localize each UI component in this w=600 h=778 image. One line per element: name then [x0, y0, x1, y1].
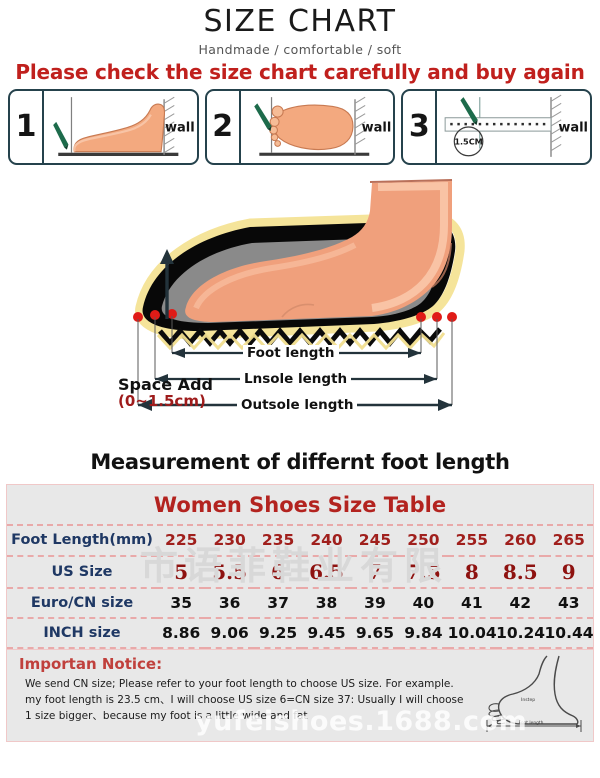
- row-label-inch-size: INCH size: [7, 617, 157, 649]
- cell-inch-size-3: 9.25: [253, 617, 303, 649]
- cell-inch-size-5: 9.65: [350, 617, 400, 649]
- cell-inch-size-9: 10.44: [544, 617, 594, 649]
- dot-insole-back: [432, 311, 442, 322]
- cell-us-size-4: 6.5: [302, 555, 351, 589]
- cell-euro-size-4: 38: [302, 587, 351, 619]
- dot-foot-back: [416, 311, 426, 322]
- page-header: SIZE CHART Handmade / comfortable / soft…: [0, 0, 600, 84]
- space-add-arrow: [160, 248, 174, 319]
- cell-us-size-5: 7: [350, 555, 400, 589]
- cell-us-size-3: 6: [253, 555, 303, 589]
- notice-line-1: We send CN size; Please refer to your fo…: [25, 677, 454, 690]
- cell-inch-size-8: 10.24: [496, 617, 545, 649]
- cell-euro-size-3: 37: [253, 587, 303, 619]
- cell-euro-size-5: 39: [350, 587, 400, 619]
- cell-inch-size-4: 9.45: [302, 617, 351, 649]
- foot-illustration: [133, 178, 465, 411]
- cell-foot-length-4: 240: [302, 525, 351, 557]
- cell-foot-length-8: 260: [496, 525, 545, 557]
- cell-foot-length-5: 245: [350, 525, 400, 557]
- cell-euro-size-9: 43: [544, 587, 593, 619]
- cell-us-size-2: 5.5: [205, 555, 254, 589]
- cell-foot-length-9: 265: [544, 525, 593, 557]
- cell-foot-length-3: 235: [253, 525, 303, 557]
- size-table-title: Women Shoes Size Table: [7, 485, 593, 526]
- cell-inch-size-2: 9.06: [205, 617, 254, 649]
- dot-insole-front: [150, 309, 160, 320]
- notice-line-3: 1 size bigger、because my foot is a littl…: [25, 710, 308, 723]
- ruler-icon: 1.5CM: [437, 91, 590, 163]
- foot-length-label: Foot length: [243, 344, 339, 361]
- page-title: SIZE CHART: [203, 4, 397, 39]
- table-row: US Size 5 5.5 6 6.5 7 7.5 8 8.5 9: [7, 555, 593, 589]
- dot-outsole-back: [447, 311, 457, 322]
- cell-us-size-1: 5: [157, 555, 206, 589]
- table-row: Euro/CN size 35 36 37 38 39 40 41 42 43: [7, 587, 593, 619]
- cell-foot-length-1: 225: [157, 525, 206, 557]
- step-number-1: 1: [10, 90, 44, 163]
- table-row: INCH size 8.86 9.06 9.25 9.45 9.65 9.84 …: [7, 617, 594, 649]
- cell-us-size-6: 7.5: [399, 555, 448, 589]
- cell-euro-size-6: 40: [399, 587, 448, 619]
- wall-label-3: wall: [558, 119, 589, 135]
- row-label-euro-cn-size: Euro/CN size: [7, 587, 157, 619]
- cell-us-size-7: 8: [447, 555, 497, 589]
- notice-line-2: my foot length is 23.5 cm、I will choose …: [25, 693, 464, 706]
- cell-inch-size-6: 9.84: [399, 617, 448, 649]
- dot-outsole-front: [133, 311, 143, 322]
- notice-title: Importan Notice:: [19, 654, 163, 673]
- size-table: Women Shoes Size Table Foot Length(mm) 2…: [6, 483, 594, 650]
- notice-body: We send CN size; Please refer to your fo…: [19, 676, 469, 725]
- cell-us-size-8: 8.5: [496, 555, 545, 589]
- dot-foot-front: [167, 308, 177, 319]
- row-label-foot-length: Foot Length(mm): [7, 525, 157, 557]
- space-add-value: (0~1.5cm): [118, 392, 206, 411]
- cell-foot-length-7: 255: [447, 525, 497, 557]
- foot-length-mini-label: Foot length: [519, 720, 544, 726]
- important-notice: Importan Notice: We send CN size; Please…: [6, 649, 594, 742]
- foot-measurement-diagram: 市语菲鞋业有限 Space Add (0~1.5cm) Foot length …: [0, 167, 600, 588]
- step-box-1: 1: [8, 88, 199, 165]
- cell-euro-size-2: 36: [205, 587, 254, 619]
- cell-inch-size-1: 8.86: [157, 617, 206, 649]
- step-number-3: 3: [403, 90, 438, 163]
- space-add-label: Space Add: [118, 374, 213, 394]
- page-subtitle: Handmade / comfortable / soft: [198, 41, 402, 57]
- foot-measure-line-icon: Instep Foot length: [481, 654, 589, 736]
- cell-foot-length-6: 250: [399, 525, 448, 557]
- insole-length-label: Lnsole length: [240, 370, 352, 387]
- cell-inch-size-7: 10.04: [447, 617, 497, 649]
- diagram-caption: Measurement of differnt foot length: [90, 449, 510, 474]
- warning-text: Please check the size chart carefully an…: [15, 59, 585, 84]
- row-label-us-size: US Size: [7, 555, 157, 589]
- cell-euro-size-7: 41: [447, 587, 497, 619]
- table-row: Foot Length(mm) 225 230 235 240 245 250 …: [7, 525, 593, 557]
- outsole-length-label: Outsole length: [237, 396, 358, 413]
- cell-euro-size-8: 42: [496, 587, 545, 619]
- step-box-2: 2: [204, 88, 396, 165]
- cell-euro-size-1: 35: [157, 587, 206, 619]
- instep-label: Instep: [521, 697, 535, 703]
- step-number-2: 2: [207, 90, 241, 163]
- foot-side-view-icon: [44, 91, 197, 163]
- ruler-badge-text: 1.5CM: [455, 136, 483, 146]
- step-box-3: 3: [401, 88, 593, 165]
- foot-top-view-icon: [241, 91, 394, 163]
- wall-label-2: wall: [361, 119, 392, 135]
- cell-foot-length-2: 230: [205, 525, 254, 557]
- cell-us-size-9: 9: [544, 555, 593, 589]
- space-add-annotation: Space Add (0~1.5cm): [118, 374, 213, 411]
- size-table-grid: Foot Length(mm) 225 230 235 240 245 250 …: [7, 525, 594, 649]
- wall-label-1: wall: [164, 119, 195, 135]
- measure-steps: 1: [8, 88, 593, 165]
